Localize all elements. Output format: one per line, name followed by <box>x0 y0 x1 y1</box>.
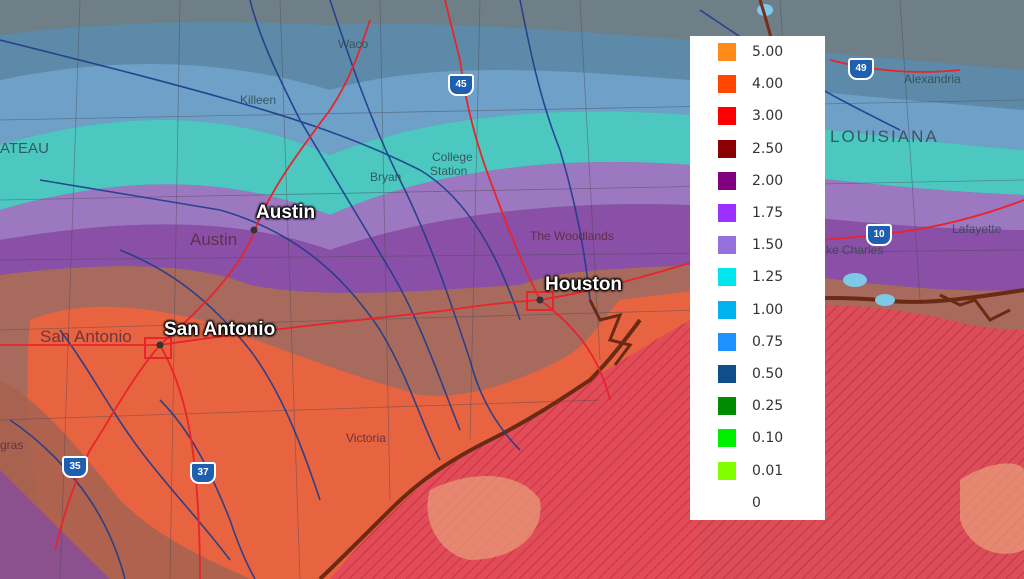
label-plateau: ATEAU <box>0 140 49 157</box>
legend-swatch <box>718 300 736 319</box>
city-label-san-antonio[interactable]: San Antonio <box>164 319 276 340</box>
city-label-houston[interactable]: Houston <box>545 274 623 295</box>
legend-label: 5.00 <box>752 44 784 60</box>
interstate-shield: 37 <box>190 462 216 484</box>
legend-swatch <box>718 365 736 383</box>
band-light-blue <box>0 63 1024 155</box>
legend-item: 1.75 <box>690 197 825 229</box>
band-gray <box>0 0 1024 70</box>
label-lafayette: Lafayette <box>952 222 1002 236</box>
legend-label: 2.50 <box>752 140 784 157</box>
legend-label: 0.01 <box>752 462 784 479</box>
legend-swatch <box>718 107 736 126</box>
label-station: Station <box>430 164 468 178</box>
legend-label: 0 <box>752 494 761 511</box>
legend-swatch <box>718 43 736 61</box>
label-louisiana: LOUISIANA <box>830 127 939 146</box>
legend-label: 1.00 <box>752 301 784 318</box>
label-college: College <box>432 150 473 164</box>
interstate-shield: 10 <box>866 224 892 246</box>
label-bryan: Bryan <box>370 170 402 184</box>
precipitation-legend: 5.00 4.00 3.00 2.50 2.00 1.75 1.50 1.25 1.00 0.75… <box>690 36 825 520</box>
legend-label: 0.25 <box>752 398 784 415</box>
label-killeen: Killeen <box>240 93 277 107</box>
legend-label: 3.00 <box>752 108 784 125</box>
legend-item: 0.25 <box>690 390 825 422</box>
interstate-shield: 49 <box>848 58 874 80</box>
band-brown-southwest <box>0 380 250 579</box>
legend-label: 0.50 <box>752 366 784 382</box>
band-purple-southwest <box>0 470 110 579</box>
coastline-bays <box>588 293 1011 366</box>
legend-item: 0.10 <box>690 422 825 454</box>
legend-swatch <box>718 397 736 416</box>
legend-item: 0.01 <box>690 455 825 487</box>
legend-swatch <box>718 75 736 94</box>
legend-swatch <box>718 461 736 480</box>
legend-item: 4.00 <box>690 68 825 100</box>
legend-swatch <box>718 139 736 158</box>
legend-item: 0.50 <box>690 358 825 390</box>
legend-swatch <box>718 493 736 512</box>
label-victoria: Victoria <box>346 431 386 445</box>
label-waco: Waco <box>338 37 369 51</box>
legend-swatch <box>718 171 736 190</box>
legend-label: 4.00 <box>752 76 784 93</box>
rivers <box>0 0 901 579</box>
legend-item: 2.50 <box>690 133 825 165</box>
label-gras: gras <box>0 438 24 452</box>
legend-item: 2.00 <box>690 165 825 197</box>
interstate-shield: 35 <box>62 456 88 478</box>
label-alexandria: Alexandria <box>904 72 961 86</box>
legend-label: 2.00 <box>752 172 784 189</box>
legend-label: 1.25 <box>752 269 784 286</box>
gulf-pale-blob-east <box>960 463 1024 554</box>
band-blue-gray <box>0 22 1024 110</box>
legend-swatch <box>718 204 736 222</box>
legend-item: 3.00 <box>690 100 825 132</box>
legend-swatch <box>718 332 736 351</box>
legend-item: 1.00 <box>690 294 825 326</box>
legend-label: 0.10 <box>752 430 784 447</box>
label-lake-charles: ke Charles <box>826 243 884 257</box>
legend-item: 1.50 <box>690 229 825 261</box>
city-markers <box>144 226 554 359</box>
legend-item: 1.25 <box>690 261 825 293</box>
legend-swatch <box>718 429 736 448</box>
city-label-austin[interactable]: Austin <box>256 202 316 223</box>
legend-label: 0.75 <box>752 333 784 350</box>
label-san-antonio-basemap: San Antonio <box>40 327 132 346</box>
legend-swatch <box>718 236 736 255</box>
legend-item: 0.75 <box>690 326 825 358</box>
legend-item: 5.00 <box>690 36 825 68</box>
legend-label: 1.50 <box>752 237 784 254</box>
legend-swatch <box>718 268 736 287</box>
legend-item: 0 <box>690 487 825 519</box>
label-austin-basemap: Austin <box>190 230 238 249</box>
label-the-woodlands: The Woodlands <box>530 229 614 243</box>
gulf-pale-blob <box>427 476 541 560</box>
interstate-shield: 45 <box>448 74 474 96</box>
legend-label: 1.75 <box>752 205 784 221</box>
